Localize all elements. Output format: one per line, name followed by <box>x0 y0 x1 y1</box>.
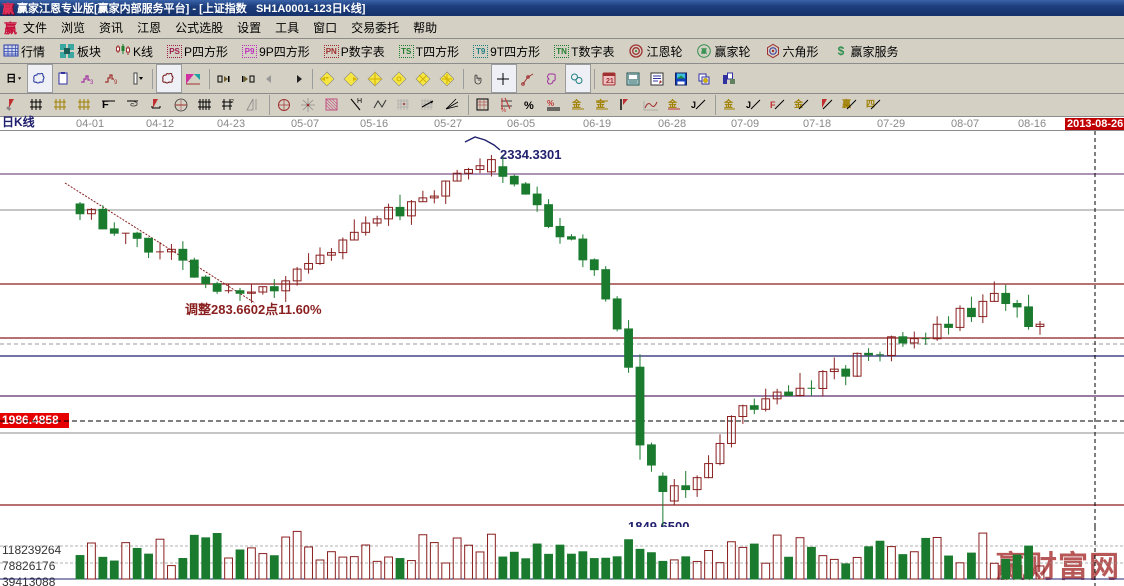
svg-text:金: 金 <box>667 98 678 109</box>
svg-text:J: J <box>746 100 751 110</box>
svg-text:金: 金 <box>723 98 734 109</box>
svg-text:3: 3 <box>90 80 94 86</box>
svg-text:H: H <box>357 98 362 105</box>
svg-text:9: 9 <box>114 80 118 86</box>
svg-text:赢: 赢 <box>842 98 851 109</box>
svg-text:%: % <box>524 100 534 112</box>
svg-text:四: 四 <box>866 99 875 109</box>
svg-text:J: J <box>691 100 696 110</box>
svg-text:赢: 赢 <box>701 48 707 56</box>
svg-text:2: 2 <box>231 99 234 105</box>
svg-text:日: 日 <box>6 73 16 85</box>
svg-text:金: 金 <box>571 98 582 109</box>
svg-text:金: 金 <box>595 98 606 109</box>
svg-text:$: $ <box>837 44 844 58</box>
svg-text:21: 21 <box>606 78 614 85</box>
svg-text:%: % <box>547 99 554 108</box>
svg-text:金: 金 <box>794 98 804 109</box>
svg-text:%: % <box>501 108 507 113</box>
